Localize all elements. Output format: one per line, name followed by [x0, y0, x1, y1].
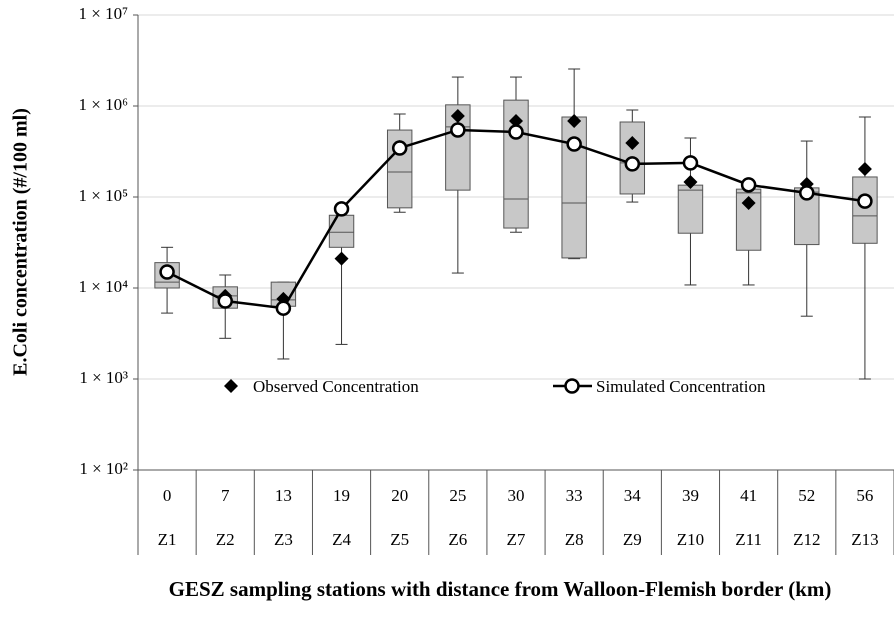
x-tick-label: Z4 — [332, 530, 351, 549]
simulated-point — [682, 155, 699, 171]
simulated-point — [217, 293, 233, 309]
distance-label: 13 — [275, 486, 292, 505]
distance-label: 52 — [798, 486, 815, 505]
observed-point — [741, 195, 756, 210]
observed-point — [625, 136, 640, 151]
box — [677, 184, 704, 234]
simulated-point — [624, 156, 641, 172]
legend-label: Observed Concentration — [253, 377, 419, 396]
y-axis-label: E.Coli concentration (#/100 ml) — [10, 108, 32, 376]
simulated-point — [740, 177, 757, 193]
legend-label: Simulated Concentration — [596, 377, 766, 396]
distance-label: 7 — [221, 486, 230, 505]
x-tick-label: Z3 — [274, 530, 293, 549]
legend-symbol — [564, 378, 580, 394]
simulated-point — [566, 136, 582, 152]
simulated-point — [391, 140, 408, 156]
simulated-point — [508, 124, 524, 140]
x-tick-label: Z5 — [390, 530, 409, 549]
legend-symbol — [224, 379, 238, 393]
x-tick-label: Z6 — [448, 530, 467, 549]
observed-point — [683, 175, 698, 190]
observed-point — [567, 114, 582, 129]
y-tick-label: 1 × 10³ — [79, 368, 128, 387]
simulated-point — [799, 185, 815, 201]
y-tick-label: 1 × 10² — [79, 459, 128, 478]
x-tick-label: Z8 — [565, 530, 584, 549]
y-tick-label: 1 × 10⁷ — [78, 4, 128, 23]
x-tick-label: Z7 — [507, 530, 526, 549]
distance-label: 0 — [163, 486, 172, 505]
distance-label: 34 — [624, 486, 642, 505]
distance-label: 19 — [333, 486, 350, 505]
simulated-point — [450, 122, 466, 138]
x-tick-label: Z9 — [623, 530, 642, 549]
distance-label: 25 — [449, 486, 466, 505]
box — [852, 176, 878, 244]
x-tick-label: Z13 — [851, 530, 878, 549]
observed-point — [450, 109, 465, 124]
y-tick-label: 1 × 10⁴ — [78, 277, 128, 296]
distance-label: 41 — [740, 486, 757, 505]
simulated-point — [275, 300, 292, 316]
simulated-point — [159, 264, 175, 280]
x-tick-label: Z10 — [677, 530, 704, 549]
x-axis-label: GESZ sampling stations with distance fro… — [168, 577, 832, 601]
simulated-point — [333, 201, 350, 217]
y-tick-label: 1 × 10⁵ — [78, 186, 128, 205]
distance-label: 33 — [566, 486, 583, 505]
distance-label: 39 — [682, 486, 699, 505]
y-tick-label: 1 × 10⁶ — [78, 95, 128, 114]
box — [328, 214, 355, 248]
observed-point — [857, 162, 872, 177]
simulated-point — [857, 193, 873, 209]
x-tick-label: Z2 — [216, 530, 235, 549]
x-tick-label: Z1 — [158, 530, 177, 549]
distance-label: 56 — [856, 486, 873, 505]
observed-point — [334, 251, 349, 266]
distance-label: 20 — [391, 486, 408, 505]
x-tick-label: Z11 — [735, 530, 762, 549]
distance-label: 30 — [508, 486, 525, 505]
x-tick-label: Z12 — [793, 530, 820, 549]
observed-point — [509, 114, 523, 129]
